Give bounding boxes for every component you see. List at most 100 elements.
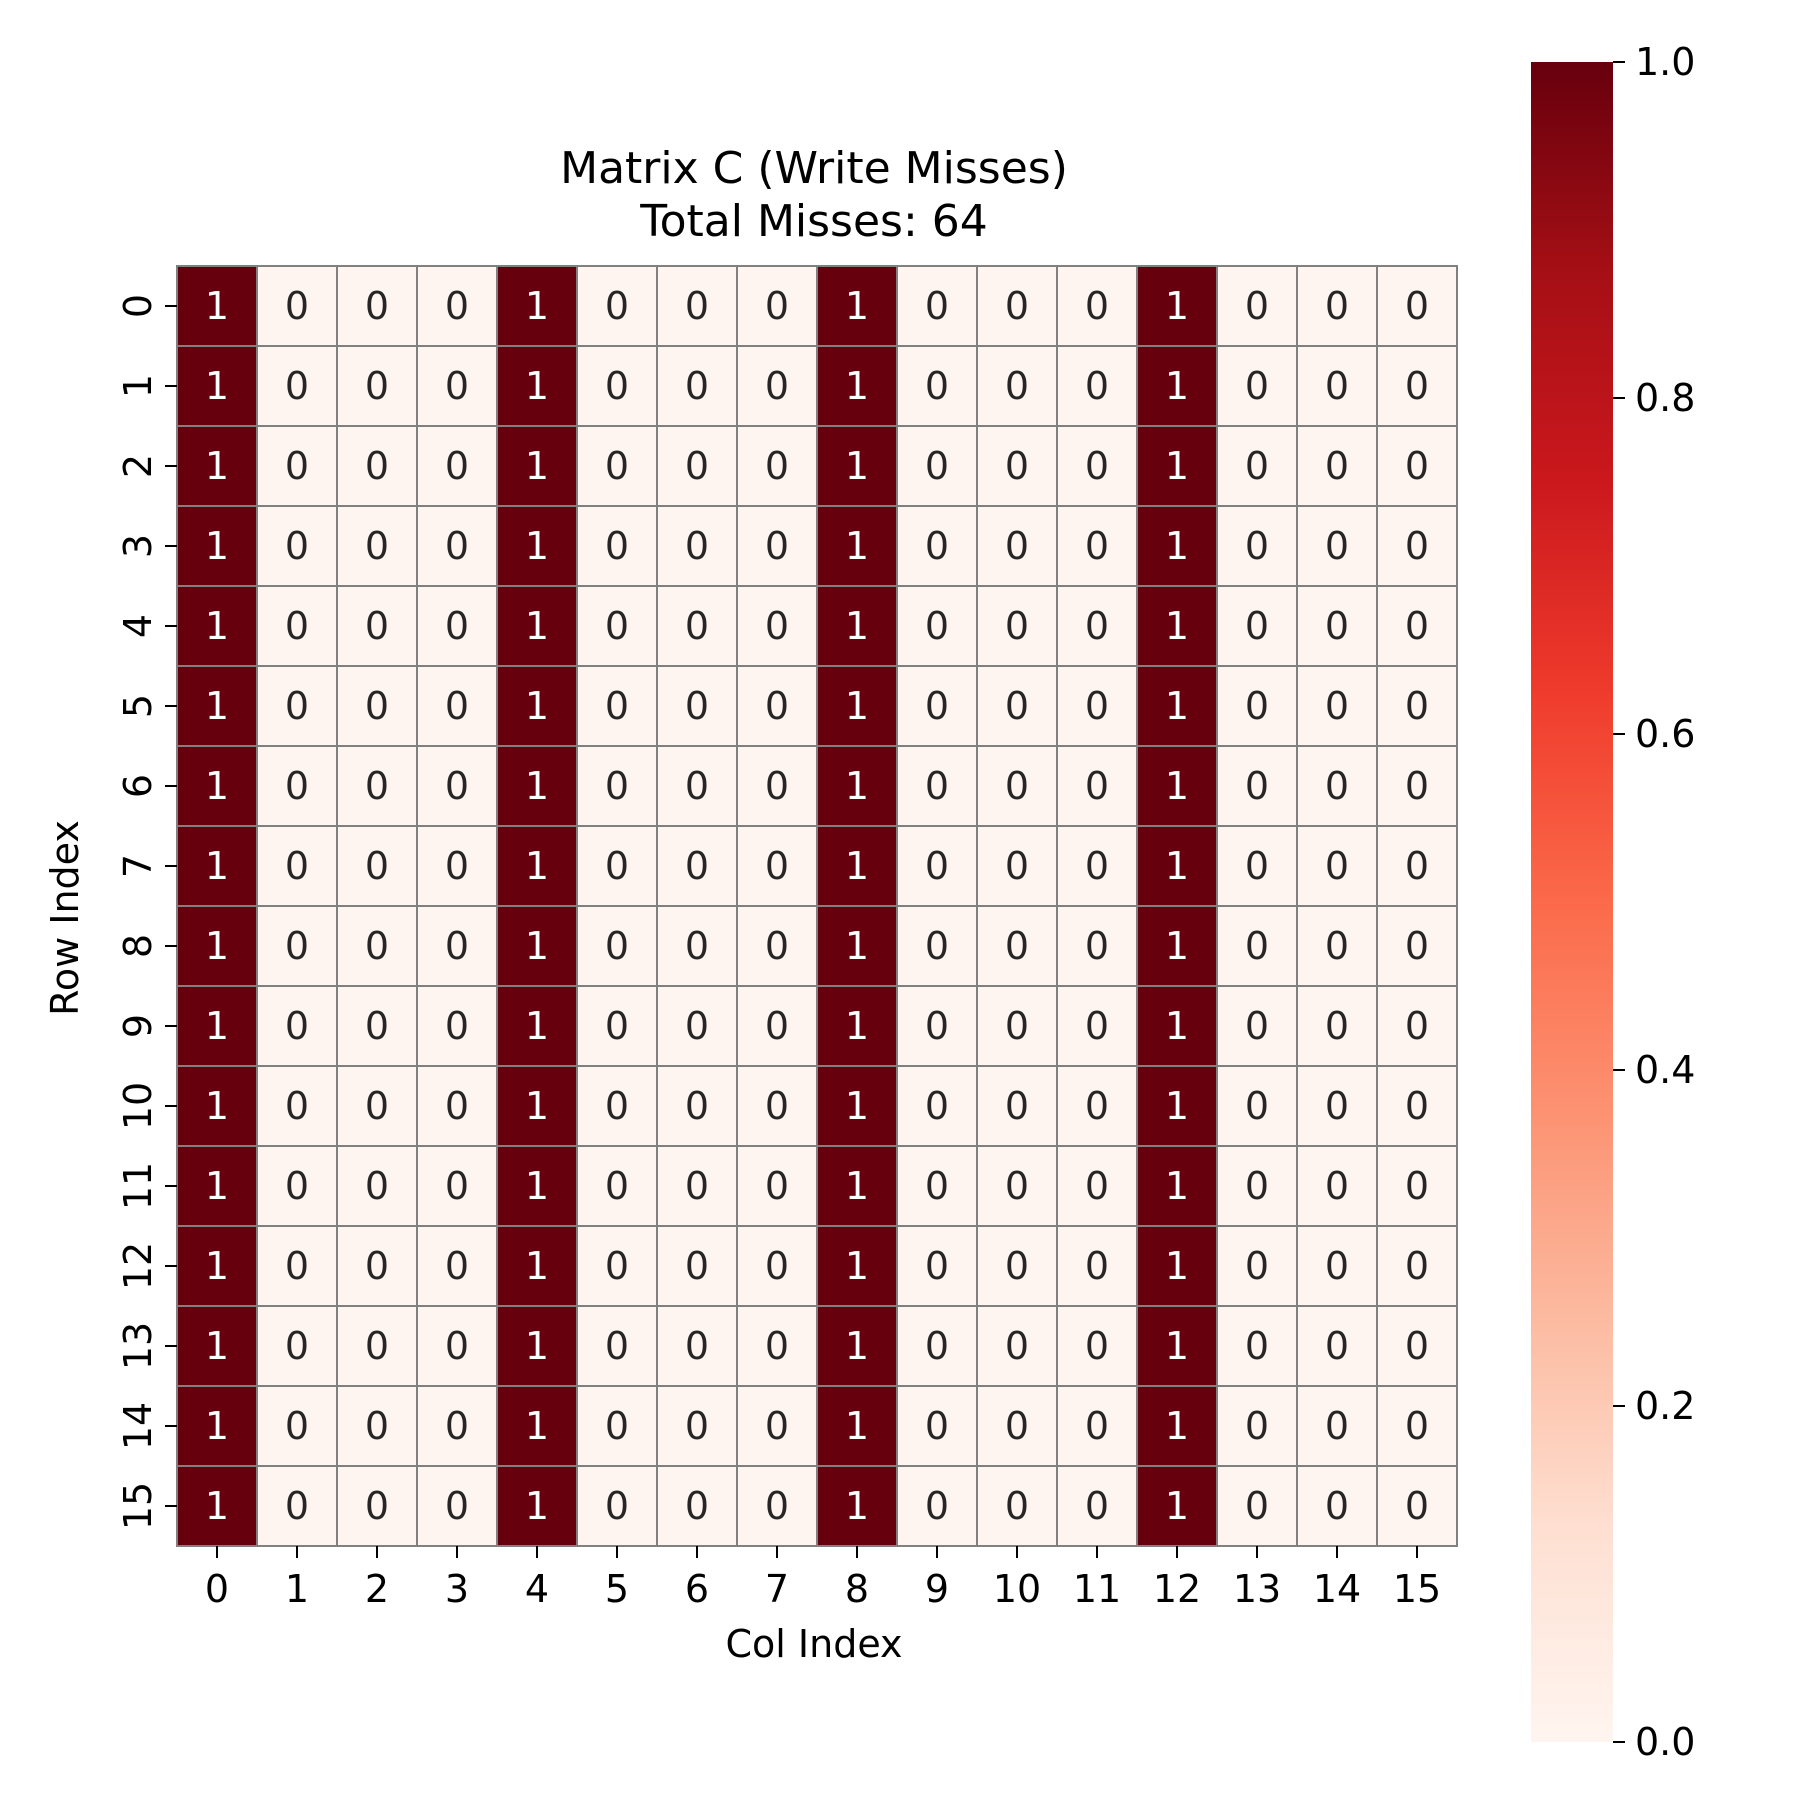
heatmap-cell (1376, 665, 1458, 747)
heatmap-cell (656, 345, 738, 427)
cell-value-label: 0 (765, 844, 789, 888)
heatmap-cell (1136, 1305, 1218, 1387)
heatmap-cell (176, 905, 258, 987)
cell-value-label: 0 (685, 1164, 709, 1208)
y-tick-label: 9 (116, 1014, 160, 1038)
heatmap-cell (816, 585, 898, 667)
cell-value-label: 0 (1405, 1084, 1429, 1128)
cell-value-label: 0 (765, 364, 789, 408)
cell-value-label: 0 (1085, 1404, 1109, 1448)
cell-value-label: 1 (845, 1084, 869, 1128)
heatmap-cell (1056, 1145, 1138, 1227)
heatmap-cell (176, 505, 258, 587)
cell-value-label: 0 (1005, 1004, 1029, 1048)
cell-value-label: 0 (1325, 1324, 1349, 1368)
cell-value-label: 1 (525, 284, 549, 328)
cell-value-label: 0 (925, 524, 949, 568)
cell-value-label: 0 (1245, 604, 1269, 648)
cell-value-label: 0 (365, 684, 389, 728)
cell-value-label: 0 (445, 764, 469, 808)
x-tick-label: 1 (285, 1567, 309, 1611)
cell-value-label: 0 (1325, 284, 1349, 328)
cell-value-label: 0 (1085, 1004, 1109, 1048)
cell-value-label: 1 (845, 524, 869, 568)
heatmap-cell (1376, 825, 1458, 907)
heatmap-cell (896, 1225, 978, 1307)
heatmap-cell (416, 585, 498, 667)
heatmap-cell (976, 665, 1058, 747)
cell-value-label: 0 (605, 1404, 629, 1448)
cell-value-label: 1 (845, 364, 869, 408)
heatmap-cell (416, 1225, 498, 1307)
heatmap-cell (1376, 425, 1458, 507)
cell-value-label: 0 (765, 1484, 789, 1528)
cell-value-label: 0 (1245, 1084, 1269, 1128)
cell-value-label: 1 (525, 764, 549, 808)
heatmap-cell (256, 1145, 338, 1227)
x-tick-label: 13 (1233, 1567, 1281, 1611)
cell-value-label: 1 (845, 844, 869, 888)
heatmap-cell (336, 745, 418, 827)
heatmap-cell (1136, 1065, 1218, 1147)
cell-value-label: 0 (1085, 1244, 1109, 1288)
heatmap-cell (496, 345, 578, 427)
cell-value-label: 0 (925, 1244, 949, 1288)
cell-value-label: 0 (765, 524, 789, 568)
heatmap-cell (896, 1465, 978, 1547)
cell-value-label: 0 (1245, 1004, 1269, 1048)
cell-value-label: 0 (605, 1324, 629, 1368)
cell-value-label: 1 (845, 764, 869, 808)
cell-value-label: 0 (1005, 924, 1029, 968)
cell-value-label: 0 (605, 764, 629, 808)
x-tick-label: 14 (1313, 1567, 1361, 1611)
cell-value-label: 0 (445, 444, 469, 488)
heatmap-cell (576, 265, 658, 347)
heatmap-cell (496, 505, 578, 587)
cell-value-label: 0 (285, 1084, 309, 1128)
heatmap-cell (656, 825, 738, 907)
heatmap-cell (656, 745, 738, 827)
heatmap-cell (416, 665, 498, 747)
heatmap-cell (1136, 425, 1218, 507)
heatmap-cell (1136, 345, 1218, 427)
cell-value-label: 1 (1165, 1324, 1189, 1368)
heatmap-cell (816, 745, 898, 827)
cell-value-label: 1 (1165, 764, 1189, 808)
cell-value-label: 0 (765, 764, 789, 808)
cell-value-label: 0 (605, 844, 629, 888)
colorbar-tick-label: 0.2 (1635, 1384, 1695, 1428)
cell-value-label: 0 (1405, 604, 1429, 648)
cell-value-label: 0 (1325, 924, 1349, 968)
y-tick-label: 7 (116, 854, 160, 878)
cell-value-label: 1 (205, 284, 229, 328)
cell-value-label: 0 (925, 1084, 949, 1128)
y-tick-label: 8 (116, 934, 160, 958)
cell-value-label: 0 (1325, 364, 1349, 408)
cell-value-label: 0 (765, 284, 789, 328)
heatmap-cell (576, 345, 658, 427)
x-tick-label: 5 (605, 1567, 629, 1611)
heatmap-cell (976, 905, 1058, 987)
heatmap-cell (1216, 825, 1298, 907)
heatmap-cell (1296, 1225, 1378, 1307)
cell-value-label: 1 (525, 1404, 549, 1448)
heatmap-cell (496, 1465, 578, 1547)
cell-value-label: 1 (845, 604, 869, 648)
cell-value-label: 0 (285, 1164, 309, 1208)
heatmap-cell (496, 585, 578, 667)
cell-value-label: 0 (1405, 764, 1429, 808)
cell-value-label: 0 (365, 1484, 389, 1528)
heatmap-cell (1216, 905, 1298, 987)
cell-value-label: 0 (1085, 284, 1109, 328)
heatmap-cell (1216, 1305, 1298, 1387)
cell-value-label: 0 (685, 604, 709, 648)
cell-value-label: 0 (1005, 284, 1029, 328)
heatmap-cell (256, 1065, 338, 1147)
cell-value-label: 0 (445, 924, 469, 968)
cell-value-label: 1 (525, 924, 549, 968)
heatmap-cell (1056, 1465, 1138, 1547)
cell-value-label: 0 (605, 604, 629, 648)
heatmap-cell (416, 905, 498, 987)
cell-value-label: 1 (525, 684, 549, 728)
